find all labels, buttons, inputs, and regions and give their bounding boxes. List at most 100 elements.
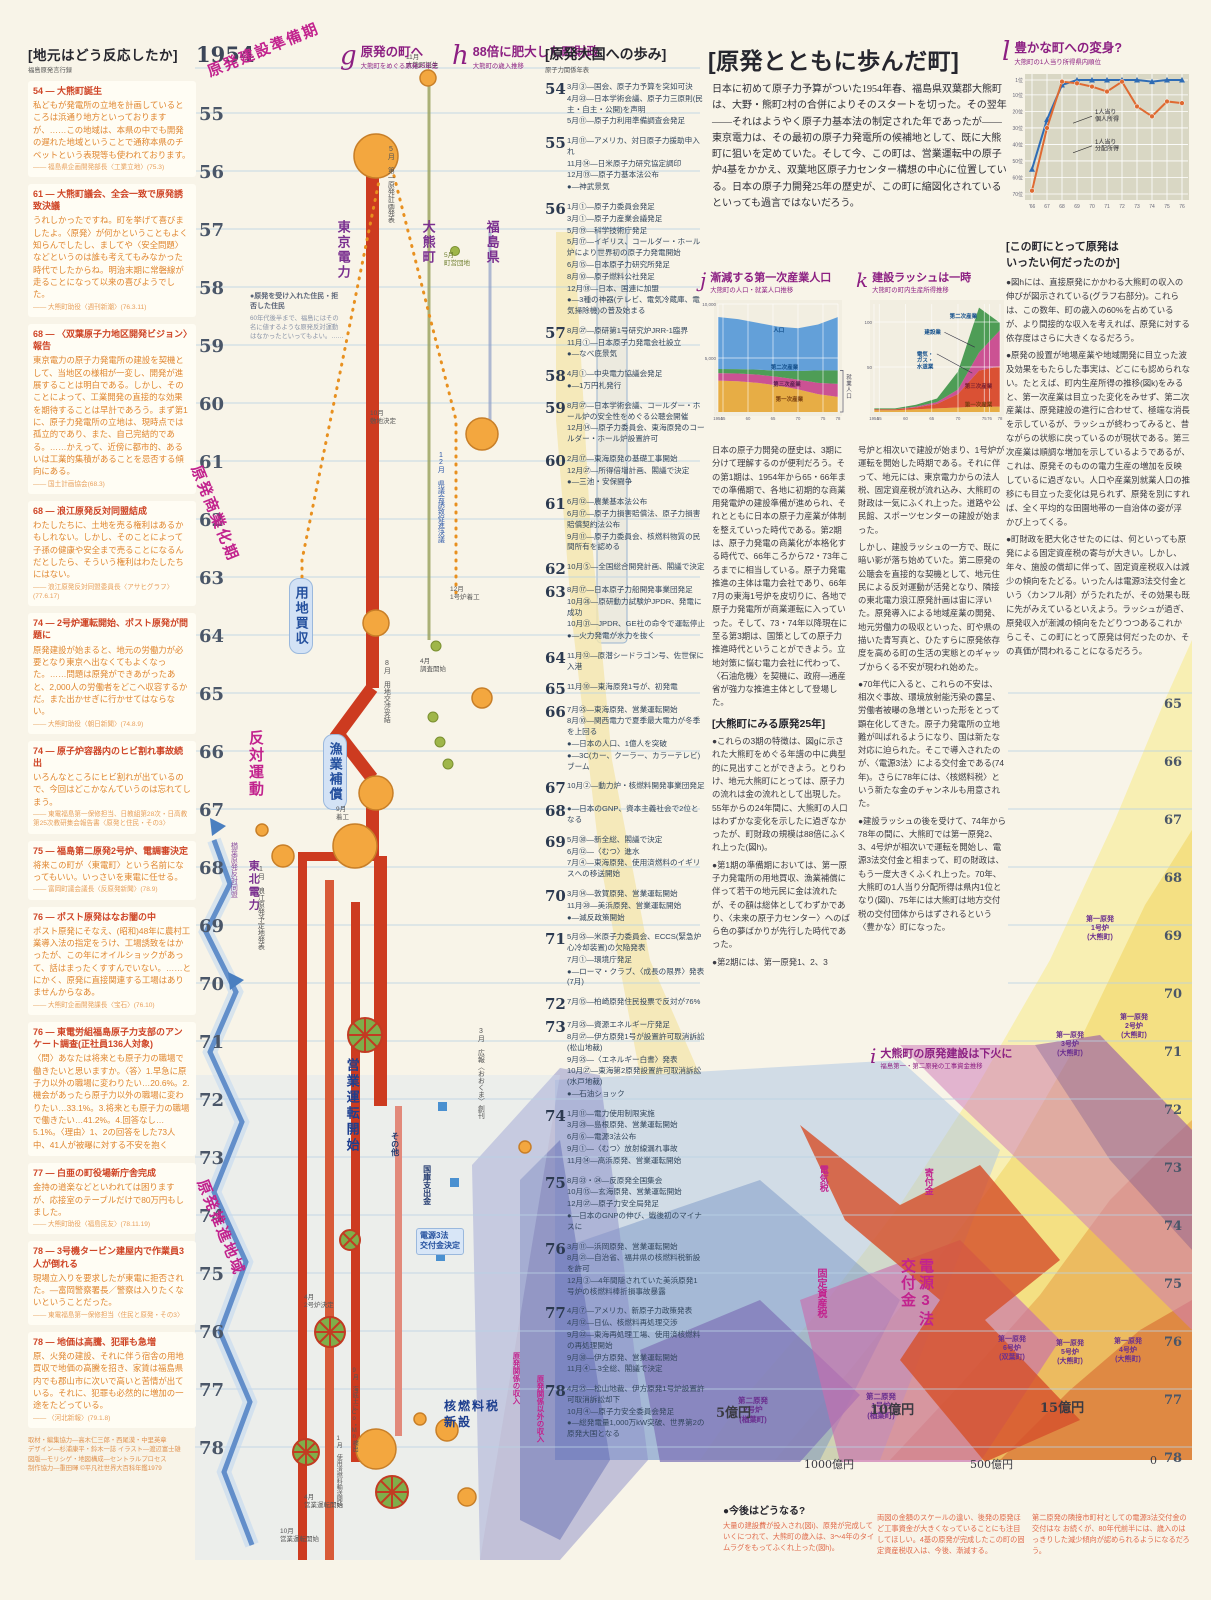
chronology-item: ●—日本のGNP、資本主義社会で2位となる: [567, 804, 699, 825]
chronology-item: 9月⑪—原子力委員会、核燃料物質の民間所有を認める: [567, 531, 701, 552]
chronology-item: ●—減反政策開始: [567, 912, 625, 922]
figure-i-header: i 大熊町の原発建設は下火に 福島第一・第二原発の工事資金推移: [870, 1046, 1013, 1070]
timeline-year: 78: [199, 1438, 225, 1459]
timeline-label-naraha: 楢葉原発反対同盟: [230, 842, 238, 898]
chronology-item: ●—1万円札発行: [567, 380, 622, 390]
chronology-year: 72: [545, 995, 566, 1014]
quote-heading: 74 — 2号炉運転開始、ポスト原発が問題に: [33, 618, 189, 641]
chronology-item: 12月㉗—原子力安全局発足: [567, 1199, 659, 1209]
timeline-label-sonota: その他: [390, 1132, 400, 1156]
chronology-item: 7月⑮—柏崎原発住民投票で反対が76%: [567, 997, 701, 1007]
svg-text:1954: 1954: [869, 416, 879, 421]
chronology-item: 8月㉓・㉔—反原発全国集会: [567, 1175, 663, 1185]
svg-text:78: 78: [998, 416, 1003, 421]
timeline-year: 60: [199, 394, 225, 415]
chronology-item: 1月⑪—電力使用制限実施: [567, 1108, 655, 1118]
chart-l-subtitle: 大熊町の1人当り所得県内順位: [1014, 58, 1101, 66]
chart-l-container: l 豊かな町への変身? 大熊町の1人当り所得県内順位 '66 67 68 69 70 71…: [1002, 39, 1194, 225]
figure-label-i4: 第一原発 4号炉 (大熊町): [1114, 1338, 1142, 1363]
revenue-flow-artwork: [195, 227, 1192, 1560]
figure-edge-year: 72: [1164, 1103, 1183, 1118]
timeline-year: 64: [199, 626, 225, 647]
analysis-column: [この町にとって原発は いったい何だったのか] ●図hには、直接原発にかかわる大…: [1006, 240, 1190, 662]
svg-text:50: 50: [867, 365, 873, 370]
timeline-year: 55: [199, 104, 225, 125]
quote-heading: 77 — 白亜の町役場新庁舎完成: [33, 1168, 157, 1179]
chronology-items: 3月③—国会、原子力予算を突如可決 4月㉓—日本学術会議、原子力三原則(民主・自主…: [567, 82, 705, 128]
quote-entry: 61 — 大熊町議会、全会一致で原発誘致決議 うれしかったですね。町を挙げて喜びま…: [28, 184, 196, 317]
figure-label-a5: 5億円: [716, 1406, 752, 1421]
chronology-items: 2月⑰—東海原発の基礎工事開始 12月㉗—所得倍増計画、閣議で決定 ●—三池・安保闘…: [567, 454, 705, 489]
timeline-year: 71: [199, 1032, 225, 1053]
svg-text:65: 65: [929, 416, 934, 421]
quote-heading: 75 — 福島第二原発2号炉、電調審決定: [33, 845, 189, 856]
chronology-item: 11月①—日本原子力発電会社設立: [567, 337, 682, 347]
chronology-year: 57: [545, 323, 566, 342]
timeline-label-phase3: 反対運動: [247, 730, 264, 798]
quote-heading: 76 — 東電労組福島原子力支部のアンケート調査(正社員136人対象): [33, 1027, 183, 1050]
chronology-item: 4月①—中央電力協議会発足: [567, 369, 663, 379]
chronology-items: 5月㉕—米原子力委員会、ECCS(緊急炉心冷却装置)の欠陥発表 7月①—環境庁発足…: [567, 932, 705, 989]
figure-edge-year: 65: [1164, 697, 1183, 712]
credit-line: 図版—モリシゲ・地図構成—セントラルプロセス: [28, 1455, 167, 1463]
analysis-title-line1: [この町にとって原発は: [1006, 241, 1119, 253]
svg-text:78: 78: [836, 416, 841, 421]
timeline-year: 61: [199, 452, 225, 473]
svg-text:30位: 30位: [1012, 125, 1023, 132]
article-paragraph: ●70年代に入ると、これらの不安は、相次ぐ事故、環境放射能汚染の露呈、労働者被曝…: [858, 678, 1005, 809]
timeline-label-kengikai: 12月 県議会誘致促進決議: [437, 452, 445, 543]
quote-body: 東京電力の原子力発電所の建設を契機として、当地区の様相が一変し、開発が進展するこ…: [33, 355, 188, 477]
quote-source: —— 国土計画協会(68.3): [33, 480, 105, 488]
figure-edge-year: 71: [1164, 1045, 1183, 1060]
figure-label-n2_1: 第二原発 1号炉 (楢葉町): [866, 1392, 896, 1420]
figure-h-letter: h: [452, 41, 469, 71]
quote-body: わたしたちに、土地を売る権利はあるかもしれない。しかし、そのことによって子孫の健…: [33, 520, 184, 580]
timeline-year: 75: [199, 1264, 225, 1285]
quote-source: —— 東電福島第一保修担当、日教組第28次・日高教第25次教研集会報告書〈原発と…: [33, 811, 188, 828]
chronology-year-block: 55 1月⑪—アメリカ、対日原子力援助申入れ 11月⑭—日米原子力研究協定調印 12月…: [545, 136, 705, 194]
chronology-items: 5月㉚—新全総、閣議で決定 6月⑫—〈むつ〉進水 7月④—東海原発、使用済燃料のイギ…: [567, 835, 705, 881]
figure-g-subtitle: 大熊町をめぐる原発25年史: [360, 62, 438, 70]
chronology-item: ●—総発電量1,000万kW突破、世界第2の原発大国となる: [567, 1418, 705, 1439]
figure-edge-year: 67: [1164, 813, 1183, 828]
chronology-item: 3月⑭—敦賀原発、営業運転開始: [567, 888, 678, 898]
outlook-note-1: 大量の建設費が投入され(図i)、原発が完成していくにつれて、大熊町の歳入は、3〜…: [723, 1521, 875, 1553]
figure-edge-year: 70: [1164, 987, 1183, 1002]
chronology-item: 9月㉒—東海再処理工場、使用済核燃料の再処理開始: [567, 1329, 701, 1350]
timeline-label-genshu: 原発関係の収入: [512, 1352, 521, 1405]
chronology-year-block: 63 8月⑰—日本原子力船開発事業団発足 10月㉖—原研動力試験炉JPDR、発電に成…: [545, 585, 705, 643]
timeline-year: 56: [199, 162, 225, 183]
chronology-item: 11月⑩—東海原発1号が、初発電: [567, 681, 678, 691]
chart-k-container: k 建設ラッシュは一時 大熊町の町内生産所得推移 1954 55 60 65 70 75 7…: [856, 270, 1012, 433]
svg-text:73: 73: [1134, 204, 1140, 210]
chronology-item: 6月⑫—〈むつ〉進水: [567, 846, 640, 856]
timeline-label-u10: 10月 営業運転開始: [280, 1528, 319, 1544]
timeline-year: 73: [199, 1148, 225, 1169]
figure-label-a10: 10億円: [870, 1403, 915, 1418]
chronology-items: 4月①—中央電力協議会発足 ●—1万円札発行: [567, 369, 705, 393]
svg-text:55: 55: [721, 416, 726, 421]
figure-edge-year: 75: [1164, 1277, 1183, 1292]
svg-text:第一次産業: 第一次産業: [776, 395, 804, 403]
figure-i-title: 大熊町の原発建設は下火に: [880, 1048, 1013, 1060]
chronology-year: 73: [545, 1018, 566, 1037]
svg-text:1位: 1位: [1015, 77, 1023, 84]
chronology-item: 10月⑤—全国総合開発計画、閣議で決定: [567, 562, 705, 572]
quote-source: —— 東電福島第一保修担当〈住民と原発・その3〉: [33, 1311, 184, 1319]
chronology-year-block: 78 4月㉕—松山地裁、伊方原発1号炉設置許可取消訴訟却下 10月④—原子力安全委員…: [545, 1384, 705, 1441]
svg-text:60: 60: [903, 416, 908, 421]
chronology-item: 8月㉗—伊方原発1号が設置許可取消訴訟(松山地裁): [567, 1032, 705, 1052]
figure-label-n2_2: 第二原発 2号炉 (楢葉町): [738, 1396, 768, 1424]
timeline-label-kakunen: 核燃料税 新設: [444, 1399, 501, 1430]
figure-g-title: 原発の町へ: [360, 45, 424, 59]
chronology-year: 71: [545, 930, 566, 949]
chronology-year-block: 66 7月㉕—東海原発、営業運転開始 8月⑩—関西電力で夏季最大電力が冬季を上回る ●…: [545, 704, 705, 774]
chronology-year-block: 77 4月⑦—アメリカ、新原子力政策発表 4月⑫—日仏、核燃料再処理交渉 9月㉒—東海…: [545, 1306, 705, 1376]
outlook-heading: ●今後はどうなる?: [723, 1506, 806, 1517]
chronology-items: 7月㉕—東海原発、営業運転開始 8月⑩—関西電力で夏季最大電力が冬季を上回る ●—日…: [567, 705, 705, 774]
chronology-year-block: 61 6月⑫—農業基本法公布 6月⑰—原子力損害賠償法、原子力損害賠償契約法公布 9月…: [545, 497, 705, 554]
chronology-item: 11月㉘—美浜原発、営業運転開始: [567, 900, 682, 910]
chronology-year: 63: [545, 583, 566, 602]
quote-body: 原発建設が始まると、地元の労働力が必要となり東京へ出なくてもよくなった。……問題…: [33, 644, 188, 717]
chronology-item: 1月⑪—アメリカ、対日原子力援助申入れ: [567, 136, 700, 156]
